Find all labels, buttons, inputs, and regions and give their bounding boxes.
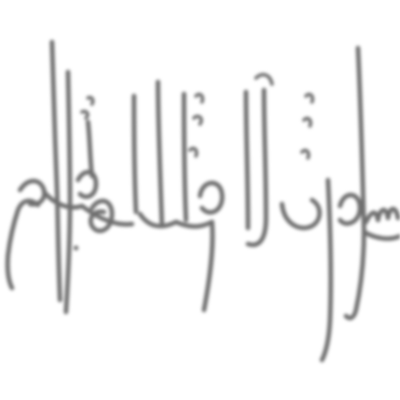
stroke-long-descender <box>319 177 334 363</box>
stroke-connector-2 <box>79 203 135 227</box>
stroke-waw-loop <box>337 192 363 226</box>
stroke-connector-1 <box>41 189 85 210</box>
stroke-alef-3 <box>181 91 189 223</box>
stroke-lam-top-mark <box>254 72 274 86</box>
stroke-alef-4 <box>243 89 251 231</box>
stroke-sin-teeth <box>363 206 400 225</box>
stroke-sin-baseline <box>361 229 400 241</box>
stroke-right-tall <box>343 45 367 321</box>
stroke-dot-below <box>73 245 79 251</box>
stroke-ta-dot-3 <box>194 92 205 104</box>
stroke-qaf-dot-2 <box>302 116 313 128</box>
stroke-left-tail <box>5 198 41 291</box>
stroke-dot-top-b <box>80 109 90 120</box>
stroke-alef-2 <box>155 79 165 229</box>
stroke-qaf-dot-1 <box>300 148 311 160</box>
stroke-ra-descender <box>201 219 215 313</box>
stroke-dot-top-a <box>86 95 95 106</box>
stroke-vertical-3 <box>85 119 95 179</box>
stroke-lam-curve <box>137 211 179 229</box>
stroke-ta-dot-1 <box>188 146 199 158</box>
stroke-ta-dot-2 <box>192 114 204 126</box>
stroke-tall-2 <box>63 69 73 315</box>
stroke-tall-1 <box>49 39 63 303</box>
stroke-alef-1 <box>131 93 139 215</box>
stroke-small-loop-a <box>75 170 99 199</box>
stroke-lam-2 <box>245 87 269 248</box>
stroke-qaf-body <box>279 197 322 231</box>
stroke-qaf-dot-3 <box>304 92 315 104</box>
stroke-connector-3 <box>173 219 215 229</box>
stroke-ta-marbuta <box>197 180 225 215</box>
